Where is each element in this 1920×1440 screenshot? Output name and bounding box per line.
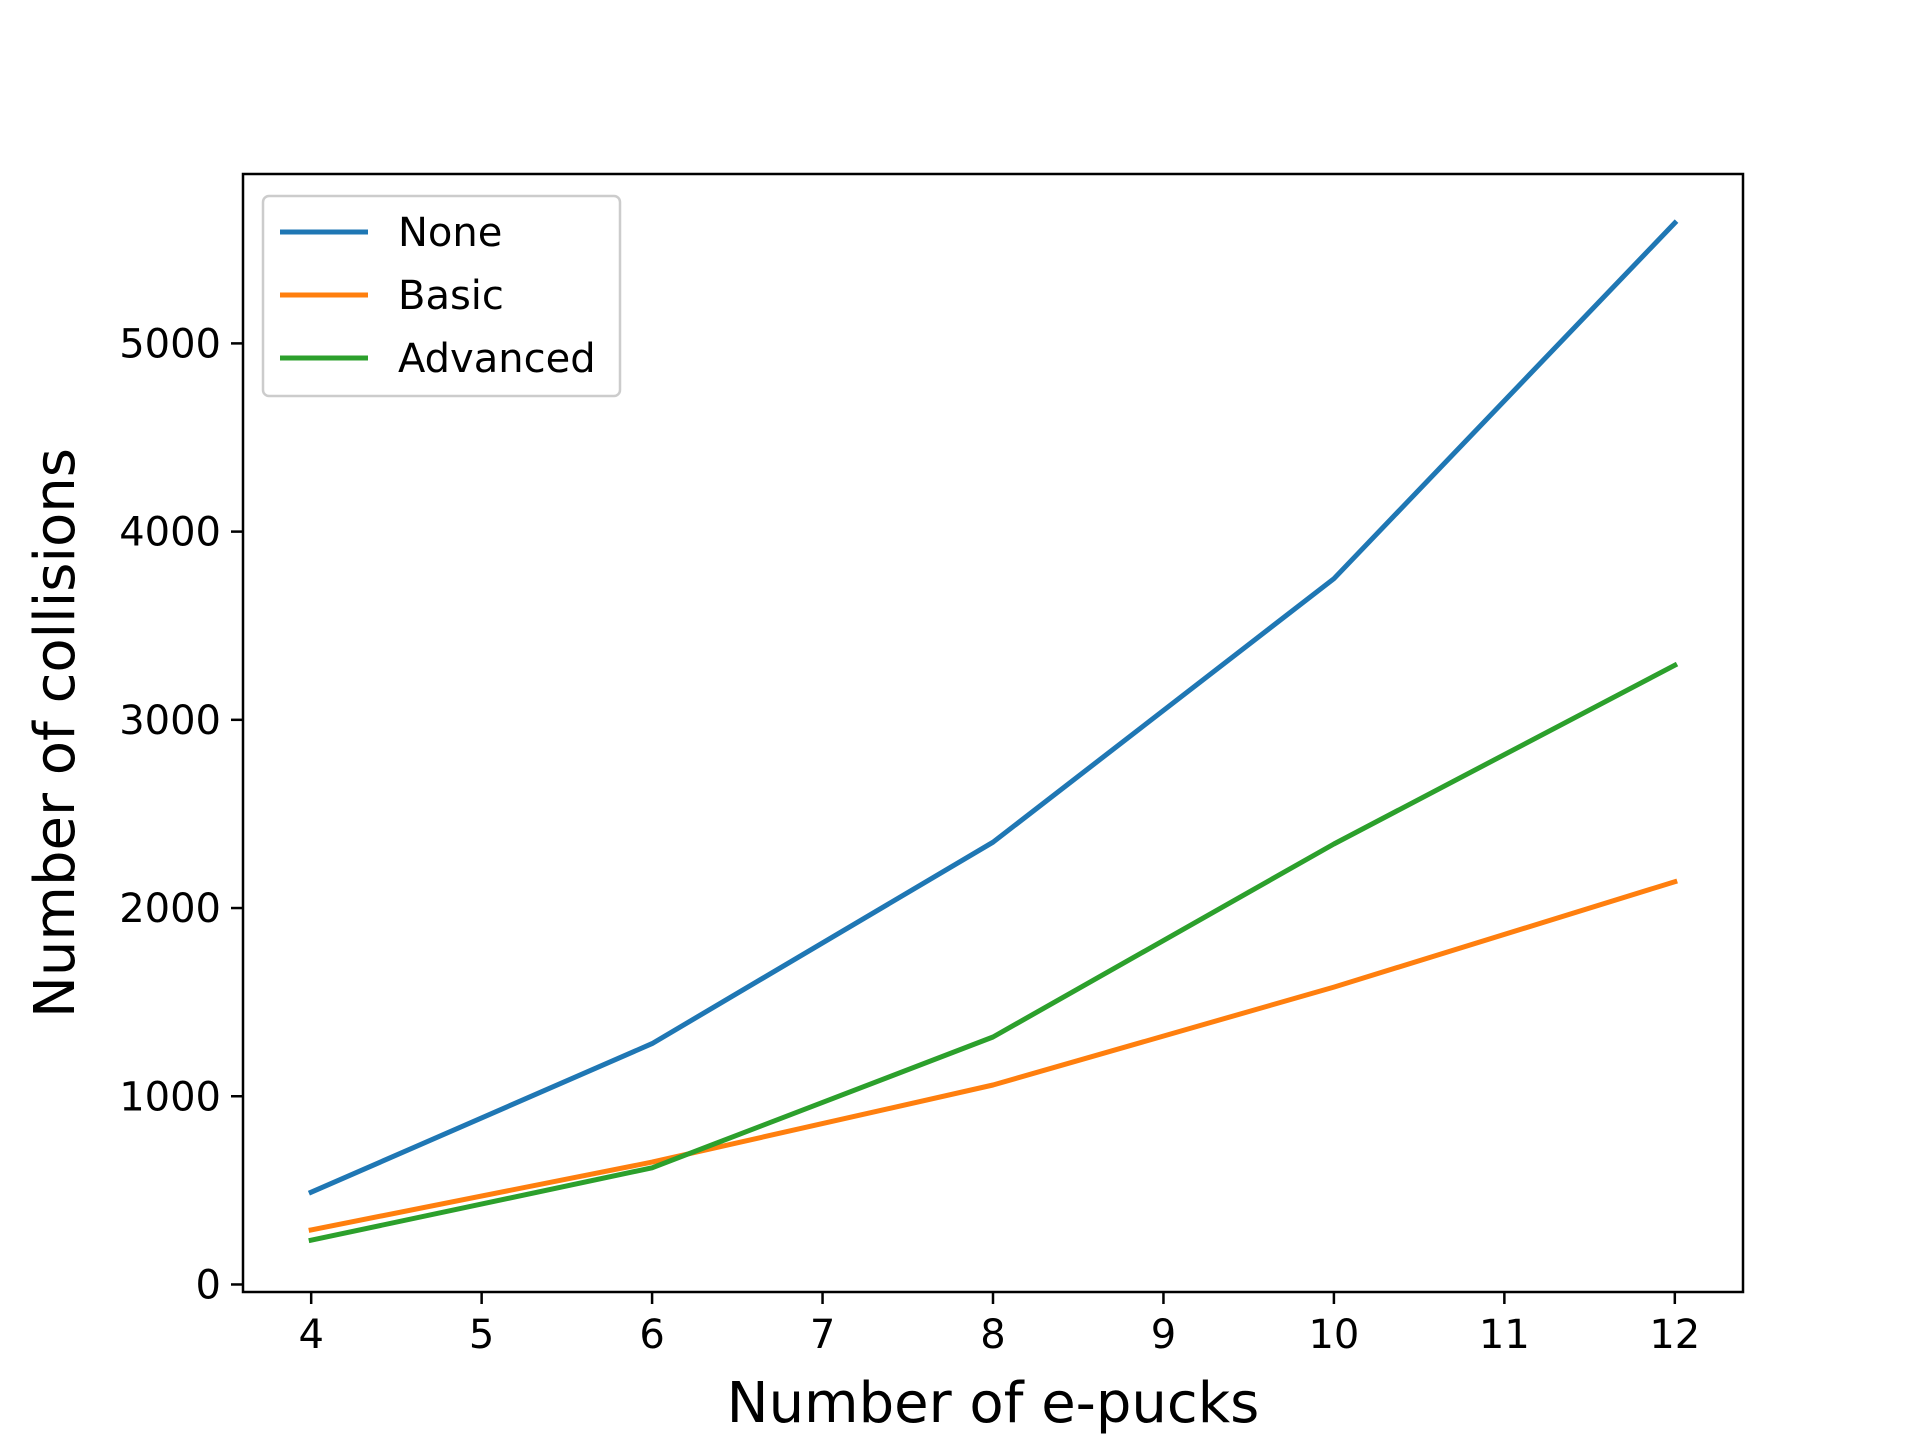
x-tick-label: 4 — [298, 1312, 323, 1358]
x-tick-label: 5 — [469, 1312, 494, 1358]
x-tick-label: 8 — [980, 1312, 1005, 1358]
x-tick-label: 6 — [639, 1312, 664, 1358]
series-line-advanced — [308, 661, 1679, 1244]
legend-label-basic: Basic — [398, 273, 504, 319]
x-tick-label: 7 — [810, 1312, 835, 1358]
series-line-none — [307, 219, 1679, 1196]
legend: None Basic Advanced — [261, 194, 622, 398]
y-tick-label: 2000 — [119, 886, 221, 932]
legend-label-none: None — [398, 210, 502, 256]
y-tick-label: 0 — [196, 1262, 221, 1308]
y-tick-label: 3000 — [119, 698, 221, 744]
y-axis-title: Number of collisions — [23, 448, 88, 1018]
y-tick-label: 1000 — [119, 1074, 221, 1120]
y-tick-label: 5000 — [119, 321, 221, 367]
x-axis-title: Number of e-pucks — [727, 1371, 1260, 1436]
x-axis: 4 5 6 7 8 9 10 11 12 — [298, 1292, 1700, 1358]
x-tick-label: 9 — [1151, 1312, 1176, 1358]
series-line-basic — [308, 878, 1678, 1233]
legend-label-advanced: Advanced — [398, 336, 596, 382]
legend-box — [261, 194, 622, 398]
plot-area — [307, 219, 1679, 1244]
y-axis: 0 1000 2000 3000 4000 5000 — [119, 321, 243, 1308]
y-tick-label: 4000 — [119, 510, 221, 556]
x-tick-label: 11 — [1479, 1312, 1530, 1358]
x-tick-label: 10 — [1308, 1312, 1359, 1358]
x-tick-label: 12 — [1649, 1312, 1700, 1358]
